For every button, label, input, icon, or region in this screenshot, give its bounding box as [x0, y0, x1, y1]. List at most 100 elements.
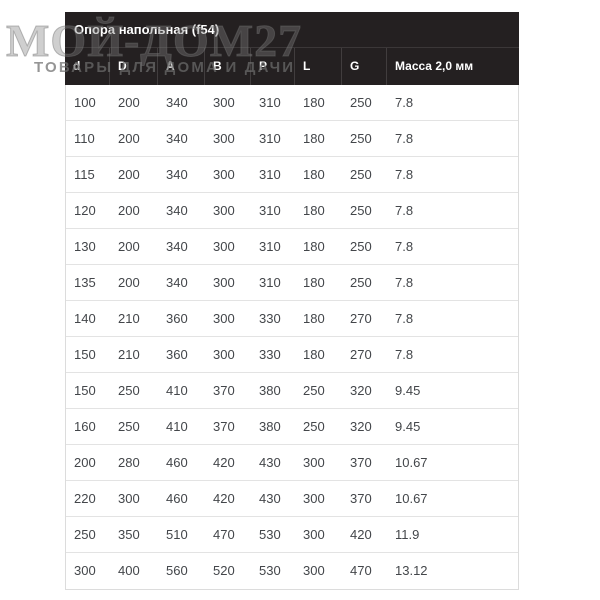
table-cell: 520	[213, 563, 235, 578]
column-header-B: B	[205, 48, 251, 85]
table-cell: 250	[350, 167, 372, 182]
table-cell: 250	[118, 419, 140, 434]
table-cell: 340	[166, 167, 188, 182]
table-cell: 130	[74, 239, 96, 254]
table-cell: 9.45	[395, 383, 421, 398]
table-cell: 150	[74, 347, 96, 362]
table-cell: 7.8	[395, 167, 414, 182]
table-cell: 7.8	[395, 239, 414, 254]
table-cell: 300	[213, 95, 235, 110]
table-cell: 380	[259, 419, 281, 434]
table-cell: 310	[259, 203, 281, 218]
table-cell: 200	[118, 239, 140, 254]
table-cell: 310	[259, 95, 281, 110]
table-cell: 270	[350, 347, 372, 362]
table-cell: 310	[259, 131, 281, 146]
product-spec-table: Опора напольная (f54) d D A B P L G Масс…	[65, 12, 519, 590]
column-header-D: D	[110, 48, 158, 85]
table-cell: 330	[259, 311, 281, 326]
table-cell: 250	[350, 239, 372, 254]
table-cell: 180	[303, 95, 325, 110]
table-cell: 250	[350, 275, 372, 290]
table-cell: 300	[303, 491, 325, 506]
table-cell: 310	[259, 167, 281, 182]
table-cell: 420	[213, 455, 235, 470]
table-cell: 300	[213, 203, 235, 218]
table-row: 135 200 340 300 310 180 250 7.8	[66, 265, 518, 301]
table-cell: 350	[118, 527, 140, 542]
table-cell: 7.8	[395, 203, 414, 218]
table-row: 140 210 360 300 330 180 270 7.8	[66, 301, 518, 337]
table-cell: 120	[74, 203, 96, 218]
table-row: 120 200 340 300 310 180 250 7.8	[66, 193, 518, 229]
table-cell: 300	[213, 347, 235, 362]
table-cell: 430	[259, 455, 281, 470]
table-row: 220 300 460 420 430 300 370 10.67	[66, 481, 518, 517]
table-row: 150 250 410 370 380 250 320 9.45	[66, 373, 518, 409]
table-cell: 430	[259, 491, 281, 506]
table-row: 200 280 460 420 430 300 370 10.67	[66, 445, 518, 481]
table-cell: 560	[166, 563, 188, 578]
table-cell: 200	[118, 131, 140, 146]
column-header-mass: Масса 2,0 мм	[395, 59, 474, 73]
column-header-P: P	[251, 48, 295, 85]
table-cell: 300	[303, 563, 325, 578]
table-cell: 310	[259, 275, 281, 290]
table-cell: 110	[74, 131, 95, 146]
table-cell: 180	[303, 203, 325, 218]
table-cell: 7.8	[395, 131, 414, 146]
table-row: 160 250 410 370 380 250 320 9.45	[66, 409, 518, 445]
table-cell: 220	[74, 491, 96, 506]
table-cell: 370	[213, 383, 235, 398]
table-cell: 210	[118, 311, 140, 326]
table-cell: 460	[166, 491, 188, 506]
table-cell: 530	[259, 563, 281, 578]
table-cell: 300	[213, 275, 235, 290]
table-cell: 470	[350, 563, 372, 578]
table-cell: 300	[118, 491, 140, 506]
column-header-G: G	[342, 48, 387, 85]
table-cell: 370	[213, 419, 235, 434]
table-cell: 330	[259, 347, 281, 362]
table-cell: 460	[166, 455, 188, 470]
table-cell: 10.67	[395, 455, 428, 470]
table-cell: 9.45	[395, 419, 421, 434]
table-cell: 400	[118, 563, 140, 578]
table-cell: 320	[350, 419, 372, 434]
table-cell: 135	[74, 275, 96, 290]
column-header-A: A	[158, 48, 205, 85]
table-cell: 7.8	[395, 347, 414, 362]
table-cell: 410	[166, 419, 188, 434]
table-cell: 180	[303, 347, 325, 362]
column-header-L: L	[295, 48, 342, 85]
table-cell: 180	[303, 131, 325, 146]
table-row: 100 200 340 300 310 180 250 7.8	[66, 85, 518, 121]
table-cell: 410	[166, 383, 188, 398]
table-header-row: d D A B P L G Масса 2,0 мм	[65, 47, 519, 85]
table-cell: 250	[350, 131, 372, 146]
table-cell: 300	[213, 311, 235, 326]
table-cell: 300	[303, 455, 325, 470]
table-cell: 420	[350, 527, 372, 542]
table-cell: 7.8	[395, 311, 414, 326]
table-cell: 470	[213, 527, 235, 542]
table-cell: 510	[166, 527, 188, 542]
table-row: 115 200 340 300 310 180 250 7.8	[66, 157, 518, 193]
table-cell: 420	[213, 491, 235, 506]
table-cell: 300	[303, 527, 325, 542]
table-cell: 150	[74, 383, 96, 398]
table-body: 100 200 340 300 310 180 250 7.8 110 200 340 300 310 1…	[65, 85, 519, 590]
table-cell: 300	[213, 131, 235, 146]
table-cell: 7.8	[395, 275, 414, 290]
table-cell: 210	[118, 347, 140, 362]
table-row: 300 400 560 520 530 300 470 13.12	[66, 553, 518, 589]
table-title: Опора напольная (f54)	[65, 12, 519, 47]
table-cell: 11.9	[395, 527, 420, 542]
table-cell: 300	[74, 563, 96, 578]
table-row: 250 350 510 470 530 300 420 11.9	[66, 517, 518, 553]
table-cell: 340	[166, 131, 188, 146]
table-row: 130 200 340 300 310 180 250 7.8	[66, 229, 518, 265]
table-cell: 530	[259, 527, 281, 542]
table-cell: 200	[118, 167, 140, 182]
